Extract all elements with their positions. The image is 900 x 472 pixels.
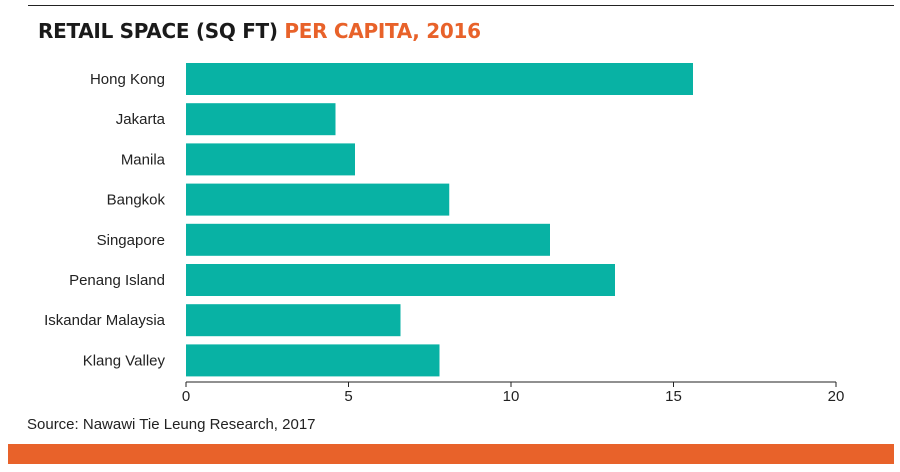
x-tick-label-20: 20 (828, 388, 845, 405)
category-label-iskandar-malaysia: Iskandar Malaysia (44, 312, 166, 329)
category-label-klang-valley: Klang Valley (83, 352, 166, 369)
x-tick-label-10: 10 (503, 388, 520, 405)
bar-iskandar-malaysia (186, 304, 401, 337)
bar-hong-kong (186, 63, 693, 95)
bar-chart: Hong Kong Jakarta Manila Bangkok Singapore Pe… (44, 63, 845, 405)
category-label-bangkok: Bangkok (107, 192, 166, 209)
category-label-jakarta: Jakarta (116, 111, 166, 128)
bar-jakarta (186, 103, 336, 136)
bar-penang-island (186, 264, 615, 296)
bar-manila (186, 143, 355, 176)
category-label-manila: Manila (121, 151, 166, 168)
chart-title-highlight: PER CAPITA, 2016 (284, 19, 481, 43)
x-tick-label-15: 15 (665, 388, 682, 405)
bar-klang-valley (186, 344, 440, 377)
top-rule (28, 5, 894, 6)
bottom-accent-band (8, 444, 894, 464)
category-label-hong-kong: Hong Kong (90, 71, 165, 88)
category-label-singapore: Singapore (97, 232, 165, 249)
x-tick-label-5: 5 (344, 388, 352, 405)
x-tick-label-0: 0 (182, 388, 190, 405)
bar-bangkok (186, 183, 450, 216)
chart-title-main: RETAIL SPACE (SQ FT) (38, 19, 278, 43)
bar-singapore (186, 223, 550, 256)
chart-title: RETAIL SPACE (SQ FT) PER CAPITA, 2016 (38, 17, 481, 45)
category-label-penang-island: Penang Island (69, 272, 165, 289)
source-note: Source: Nawawi Tie Leung Research, 2017 (27, 416, 316, 433)
